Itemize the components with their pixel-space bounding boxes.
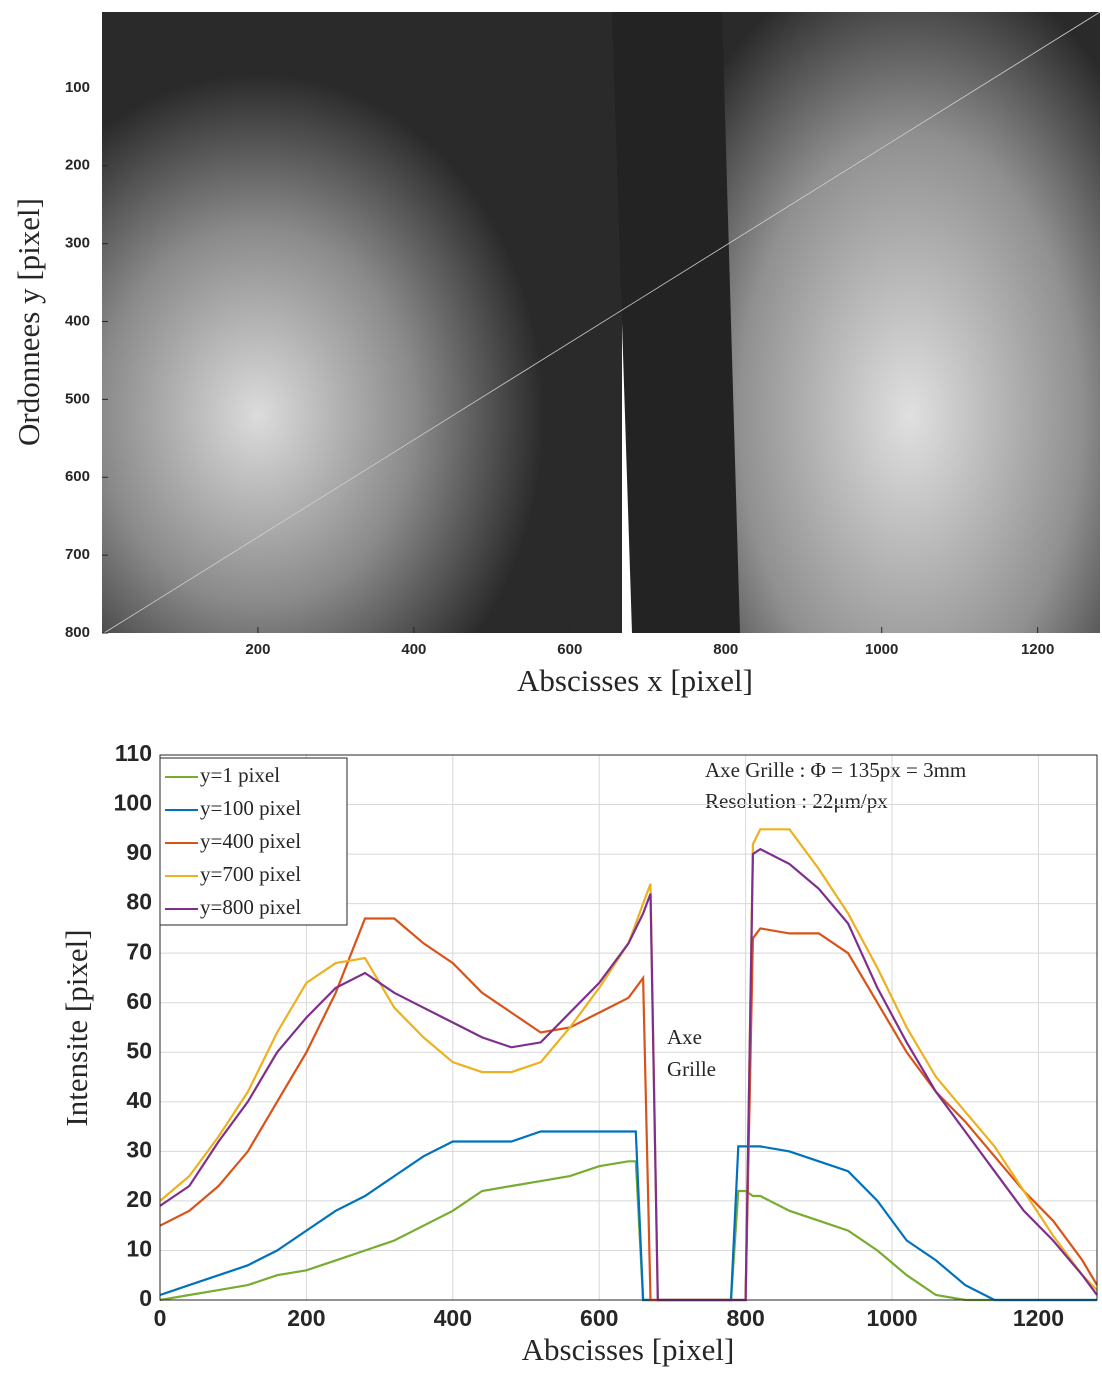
y-tick-label: 100 <box>65 79 90 96</box>
y-tick-label: 300 <box>65 235 90 252</box>
x-tick-label: 400 <box>434 1305 472 1331</box>
y-tick-label: 600 <box>65 468 90 485</box>
x-tick-label: 800 <box>713 641 738 658</box>
annotation: Resolution : 22μm/px <box>705 789 888 813</box>
y-tick-label: 60 <box>126 988 152 1014</box>
legend-label: y=1 pixel <box>200 763 280 787</box>
annotation: Axe Grille : Φ = 135px = 3mm <box>705 758 966 782</box>
y-tick-label: 0 <box>139 1285 152 1311</box>
y-tick-label: 400 <box>65 312 90 329</box>
x-tick-label: 600 <box>557 641 582 658</box>
y-tick-label: 200 <box>65 157 90 174</box>
y-tick-label: 800 <box>65 624 90 641</box>
y-tick-label: 700 <box>65 546 90 563</box>
legend-label: y=400 pixel <box>200 829 301 853</box>
y-tick-label: 90 <box>126 839 152 865</box>
x-tick-label: 800 <box>726 1305 764 1331</box>
image-left <box>102 12 622 633</box>
x-axis-label: Abscisses [pixel] <box>522 1332 735 1367</box>
series-line <box>159 847 1098 1302</box>
x-tick-label: 1200 <box>1021 641 1054 658</box>
annotation: Grille <box>667 1057 716 1081</box>
grid-shadow <box>612 12 740 633</box>
x-tick-label: 1000 <box>866 1305 917 1331</box>
y-tick-label: 20 <box>126 1186 152 1212</box>
x-tick-label: 1000 <box>865 641 898 658</box>
y-axis-label: Ordonnees y [pixel] <box>11 198 46 446</box>
x-tick-label: 200 <box>287 1305 325 1331</box>
x-tick-label: 0 <box>154 1305 167 1331</box>
legend-label: y=700 pixel <box>200 862 301 886</box>
y-tick-label: 70 <box>126 938 152 964</box>
legend-label: y=100 pixel <box>200 796 301 820</box>
x-tick-label: 400 <box>401 641 426 658</box>
y-tick-label: 40 <box>126 1087 152 1113</box>
plot-frame <box>159 754 1098 1301</box>
diagonal-artifact <box>103 11 1101 634</box>
x-tick-label: 600 <box>580 1305 618 1331</box>
y-tick-label: 80 <box>126 889 152 915</box>
legend-box <box>159 757 348 926</box>
x-tick-label: 1200 <box>1013 1305 1064 1331</box>
series-line <box>159 828 1098 1302</box>
legend-label: y=800 pixel <box>200 895 301 919</box>
x-axis-label: Abscisses x [pixel] <box>517 663 753 698</box>
y-tick-label: 100 <box>114 790 152 816</box>
y-tick-label: 30 <box>126 1136 152 1162</box>
y-tick-label: 110 <box>115 740 152 766</box>
y-tick-label: 10 <box>126 1236 152 1262</box>
y-axis-label: Intensite [pixel] <box>59 929 94 1126</box>
x-tick-label: 200 <box>245 641 270 658</box>
annotation: Axe <box>667 1025 702 1049</box>
image-right <box>720 12 1100 633</box>
y-tick-label: 500 <box>65 390 90 407</box>
y-tick-label: 50 <box>126 1037 152 1063</box>
legend: y=1 pixel y=100 pixel y=400 pixel y=700 pix… <box>159 757 348 926</box>
image-panel <box>102 11 1101 634</box>
